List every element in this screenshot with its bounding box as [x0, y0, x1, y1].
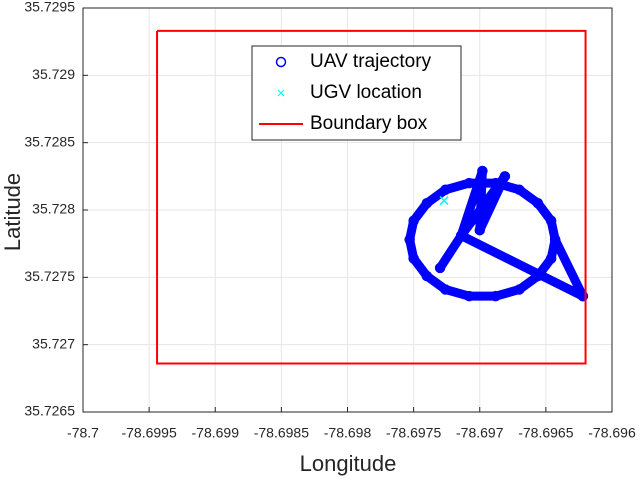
legend-symbol [277, 89, 285, 97]
y-tick-label: 35.7285 [24, 133, 75, 149]
legend-symbol [275, 56, 287, 68]
trajectory-point [577, 290, 589, 302]
plot-area [156, 29, 589, 365]
trajectory-point [408, 253, 419, 264]
y-axis-label: Latitude [0, 173, 25, 251]
y-tick-label: 35.728 [32, 201, 75, 217]
trajectory-point [514, 284, 525, 295]
trajectory-point [514, 184, 525, 196]
x-tick-label: -78.6995 [121, 425, 176, 441]
x-tick-label: -78.7 [67, 425, 99, 441]
ugv-point [439, 196, 449, 206]
x-axis-label: Longitude [300, 451, 397, 476]
x-tick-label: -78.6985 [254, 425, 309, 441]
y-tick-label: 35.729 [32, 66, 75, 82]
trajectory-point [545, 215, 557, 227]
x-tick-label: -78.697 [456, 425, 504, 441]
y-tick-label: 35.7275 [24, 268, 75, 284]
x-tick-label: -78.696 [588, 425, 636, 441]
plot-frame [82, 7, 613, 413]
trajectory-point [421, 270, 433, 282]
trajectory-point [532, 198, 544, 209]
trajectory-point [440, 284, 451, 295]
legend-label: Boundary box [310, 113, 428, 134]
y-tick-label: 35.727 [32, 335, 75, 351]
legend: UAV trajectory UGV location Boundary box [251, 45, 462, 141]
y-tick-label: 35.7295 [24, 0, 75, 15]
trajectory-point [440, 184, 451, 196]
trajectory-line [405, 166, 588, 301]
y-tick-label: 35.7265 [24, 403, 75, 419]
boundary-line [156, 29, 587, 365]
x-tick-label: -78.699 [192, 425, 240, 441]
trajectory-point [490, 177, 501, 189]
trajectory-point [549, 234, 561, 245]
trajectory-point [408, 215, 419, 227]
trajectory-point [532, 270, 544, 282]
trajectory-point [463, 290, 475, 302]
legend-label: UAV trajectory [310, 51, 432, 72]
trajectory-point [455, 230, 467, 241]
trajectory-point [499, 171, 511, 182]
trajectory-point [404, 234, 415, 245]
legend-label: UGV location [310, 82, 422, 103]
trajectory-point [474, 224, 485, 236]
trajectory-point [490, 290, 501, 302]
x-tick-label: -78.6965 [518, 425, 573, 441]
x-tick-label: -78.6975 [386, 425, 441, 441]
trajectory-point [421, 198, 433, 209]
trajectory-point [463, 177, 475, 189]
trajectory-point [477, 165, 488, 177]
trajectory-point [434, 262, 446, 274]
trajectory-point [545, 253, 557, 264]
x-tick-label: -78.698 [324, 425, 372, 441]
